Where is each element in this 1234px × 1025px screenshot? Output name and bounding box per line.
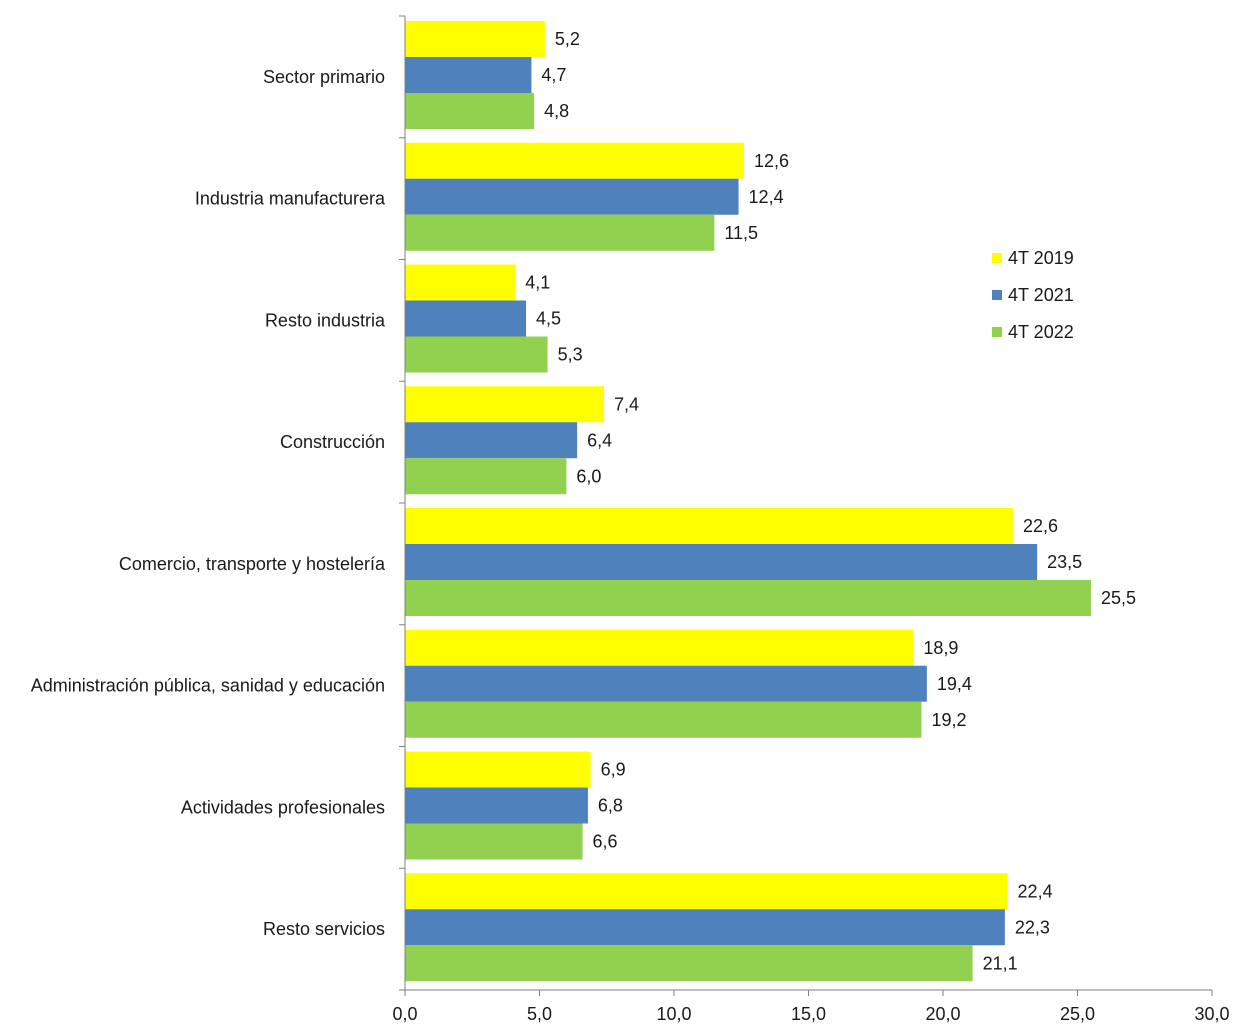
x-tick-label: 10,0 [656,1004,691,1024]
x-tick-label: 5,0 [527,1004,552,1024]
bar [405,701,922,738]
data-label: 18,9 [923,638,958,658]
bar [405,665,927,702]
bar [405,386,605,423]
x-tick-label: 20,0 [925,1004,960,1024]
bar [405,751,591,788]
data-label: 6,4 [587,430,612,450]
data-label: 4,8 [544,101,569,121]
bar [405,580,1091,616]
bar [405,93,535,129]
data-label: 22,4 [1018,881,1053,901]
bar [405,629,914,666]
legend-swatch [992,253,1002,263]
category-label: Resto industria [265,310,386,330]
bar [405,142,744,179]
data-label: 21,1 [983,953,1018,973]
bar [405,178,739,215]
data-label: 6,9 [601,760,626,780]
data-label: 19,4 [937,674,972,694]
x-tick-label: 25,0 [1060,1004,1095,1024]
data-label: 4,5 [536,309,561,329]
category-label: Construcción [280,432,385,452]
bar [405,336,548,373]
x-tick-label: 15,0 [791,1004,826,1024]
legend-swatch [992,327,1002,337]
data-label: 5,3 [558,345,583,365]
legend: 4T 2019 4T 2021 4T 2022 [992,248,1074,342]
data-label: 4,1 [525,273,550,293]
data-label: 12,6 [754,151,789,171]
category-labels-layer: Sector primario Industria manufacturera Re… [31,67,386,939]
axes: 0,0 5,0 10,0 15,0 20,0 25,0 30,0 [392,15,1230,1024]
bar [405,909,1005,946]
category-label: Administración pública, sanidad y educac… [31,676,385,696]
x-tick-label: 30,0 [1194,1004,1229,1024]
bar [405,873,1008,910]
bar [405,214,715,251]
data-label: 22,6 [1023,516,1058,536]
bar [405,21,545,57]
value-labels-layer: 5,2 4,7 4,8 12,6 12,4 11,5 4,1 4,5 5,3 7,46,4 6,0 2… [525,29,1136,973]
bars-layer [405,21,1091,982]
bar [405,787,588,824]
legend-label: 4T 2021 [1008,285,1074,305]
legend-label: 4T 2019 [1008,248,1074,268]
data-label: 11,5 [724,223,758,243]
data-label: 19,2 [931,710,966,730]
bar [405,300,527,337]
data-label: 25,5 [1101,588,1136,608]
category-label: Sector primario [263,67,385,87]
category-label: Resto servicios [263,919,385,939]
bar [405,57,532,93]
data-label: 12,4 [749,187,784,207]
data-label: 4,7 [541,65,566,85]
bar [405,544,1038,580]
data-label: 6,8 [598,796,623,816]
data-label: 5,2 [555,29,580,49]
category-label: Actividades profesionales [181,797,385,817]
data-label: 6,0 [576,466,601,486]
x-tick-label: 0,0 [392,1004,417,1024]
legend-swatch [992,290,1002,300]
bar [405,945,973,982]
data-label: 23,5 [1047,552,1082,572]
bar [405,422,578,459]
data-label: 6,6 [593,832,618,852]
bar [405,823,583,860]
category-label: Comercio, transporte y hostelería [119,554,386,574]
data-label: 22,3 [1015,917,1050,937]
bar [405,458,567,495]
data-label: 7,4 [614,394,639,414]
bar [405,264,516,301]
category-label: Industria manufacturera [195,189,386,209]
bar [405,508,1013,544]
legend-label: 4T 2022 [1008,322,1074,342]
